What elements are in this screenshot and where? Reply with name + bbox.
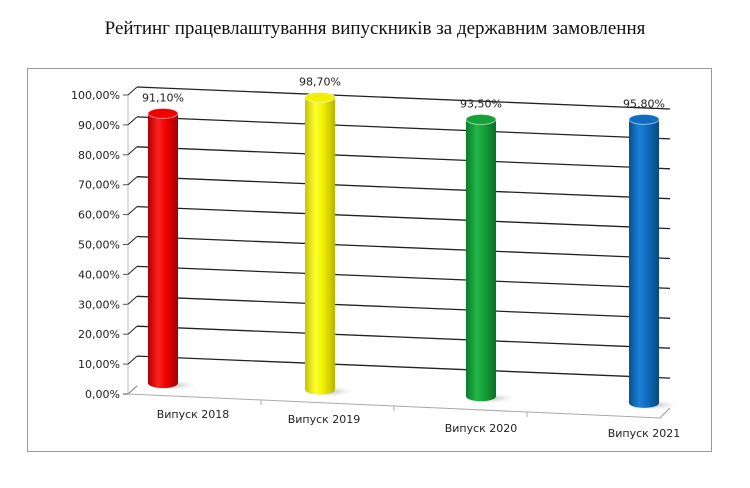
data-label: 93,50% — [460, 97, 502, 110]
x-category-label: Випуск 2020 — [445, 422, 518, 435]
data-label: 91,10% — [142, 91, 184, 104]
x-axis-labels: Випуск 2018 Випуск 2019 Випуск 2020 Випуск … — [157, 408, 681, 440]
y-tick-label: 60,00% — [78, 209, 120, 222]
y-tick-label: 10,00% — [78, 358, 120, 371]
bars — [146, 91, 677, 410]
y-tick-label: 50,00% — [78, 239, 120, 252]
y-tick-label: 80,00% — [78, 149, 120, 162]
x-category-label: Випуск 2018 — [157, 408, 230, 421]
y-tick-label: 40,00% — [78, 268, 120, 281]
bar-випуск-2018 — [146, 107, 196, 391]
bar-випуск-2020 — [464, 113, 514, 404]
y-tick-label: 20,00% — [78, 328, 120, 341]
y-tick-label: 0,00% — [85, 388, 120, 401]
chart-frame — [27, 68, 712, 452]
y-tick-label: 90,00% — [78, 119, 120, 132]
chart-title: Рейтинг працевлаштування випускників за … — [104, 18, 646, 39]
gridlines — [136, 86, 671, 379]
y-axis: 0,00% 10,00% 20,00% 30,00% 40,00% 50,00% 60,00… — [71, 86, 138, 401]
data-label: 98,70% — [299, 75, 341, 88]
bar-випуск-2021 — [627, 113, 677, 410]
y-tick-label: 100,00% — [71, 89, 120, 102]
x-category-label: Випуск 2021 — [608, 427, 681, 440]
y-tick-label: 70,00% — [78, 179, 120, 192]
data-label: 95,80% — [623, 97, 665, 110]
chart-floor — [127, 385, 671, 419]
bar-випуск-2019 — [303, 91, 353, 397]
y-tick-label: 30,00% — [78, 298, 120, 311]
data-labels: 91,10% 98,70% 93,50% 95,80% — [142, 75, 665, 110]
x-category-label: Випуск 2019 — [288, 413, 361, 426]
